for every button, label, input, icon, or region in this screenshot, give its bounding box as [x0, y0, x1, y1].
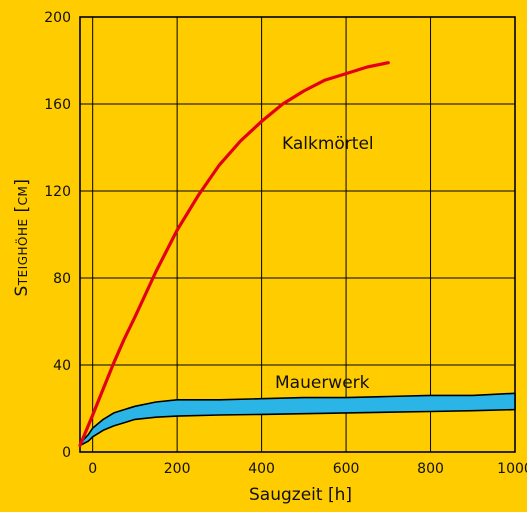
x-axis-label: Saugzeit [h] — [249, 485, 352, 505]
x-tick-label-0: 0 — [88, 461, 97, 477]
kalkmoertel-line-layer — [78, 61, 390, 448]
y-tick-label-200: 200 — [44, 10, 71, 26]
y-tick-label-120: 120 — [44, 184, 71, 200]
grid — [79, 16, 516, 453]
series-label-mauerwerk: Mauerwerk — [275, 373, 370, 393]
plot-frame — [79, 16, 516, 453]
x-tick-label-600: 600 — [333, 461, 360, 477]
mauerwerk-band-layer — [79, 392, 516, 447]
series-line-kalkmoertel — [78, 61, 390, 448]
x-tick-label-800: 800 — [417, 461, 444, 477]
y-tick-label-80: 80 — [53, 271, 71, 287]
series-label-kalkmoertel: Kalkmörtel — [282, 134, 374, 154]
y-tick-label-160: 160 — [44, 97, 71, 113]
y-tick-label-0: 0 — [62, 445, 71, 461]
y-axis-label: Steighöhe [cm] — [12, 178, 32, 296]
y-tick-label-40: 40 — [53, 358, 71, 374]
x-tick-label-400: 400 — [248, 461, 275, 477]
x-tick-label-200: 200 — [164, 461, 191, 477]
series-band-mauerwerk — [79, 392, 516, 447]
